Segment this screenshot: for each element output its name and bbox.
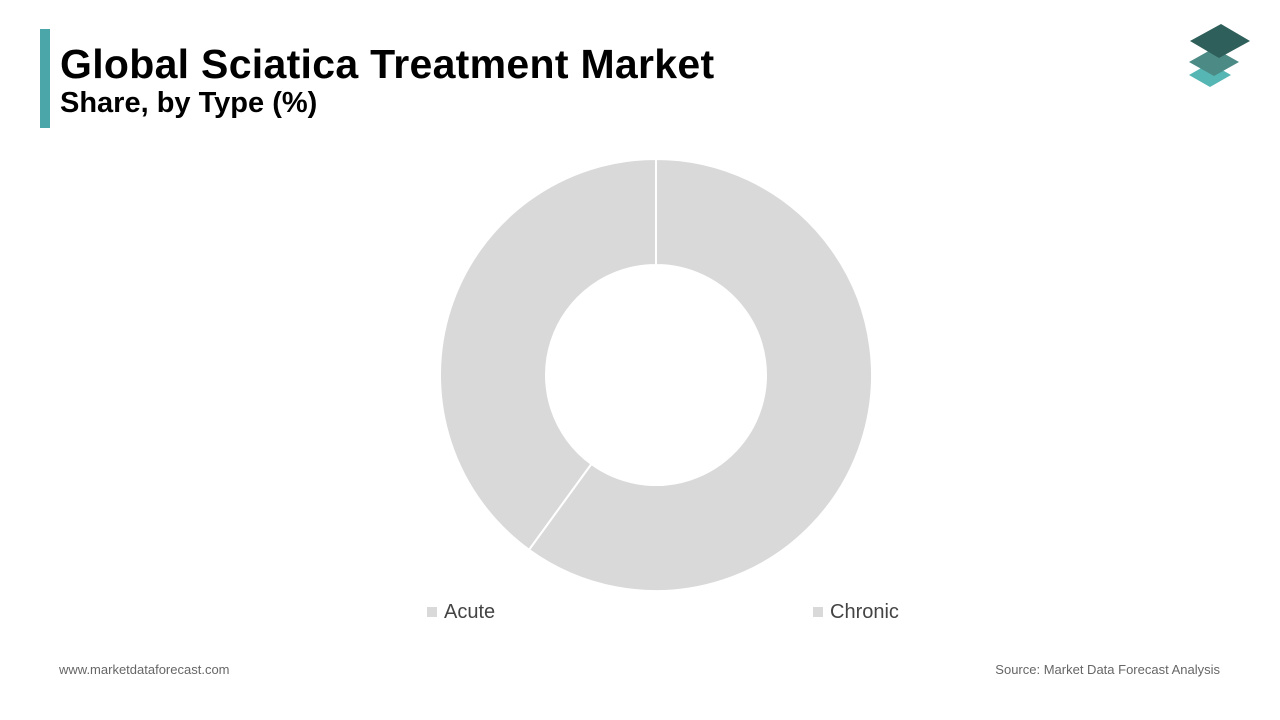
footer-source: Source: Market Data Forecast Analysis	[995, 662, 1220, 677]
page-title: Global Sciatica Treatment Market	[60, 41, 715, 87]
stacked-layers-icon	[1189, 24, 1250, 87]
page-subtitle: Share, by Type (%)	[60, 87, 318, 119]
legend-label-chronic: Chronic	[830, 600, 899, 623]
legend-item-chronic: Chronic	[813, 598, 899, 626]
title-accent-bar	[40, 29, 50, 128]
logo-layer-middle	[1189, 48, 1239, 76]
donut-slices	[439, 157, 873, 592]
legend-swatch-chronic	[813, 607, 823, 617]
legend-swatch-acute	[427, 607, 437, 617]
legend-item-acute: Acute	[427, 598, 495, 626]
footer-website[interactable]: www.marketdataforecast.com	[59, 662, 230, 677]
donut-slice-acute	[439, 157, 657, 552]
donut-slice-chronic	[527, 157, 873, 592]
legend-label-acute: Acute	[444, 600, 496, 623]
logo-layer-top	[1190, 24, 1250, 58]
